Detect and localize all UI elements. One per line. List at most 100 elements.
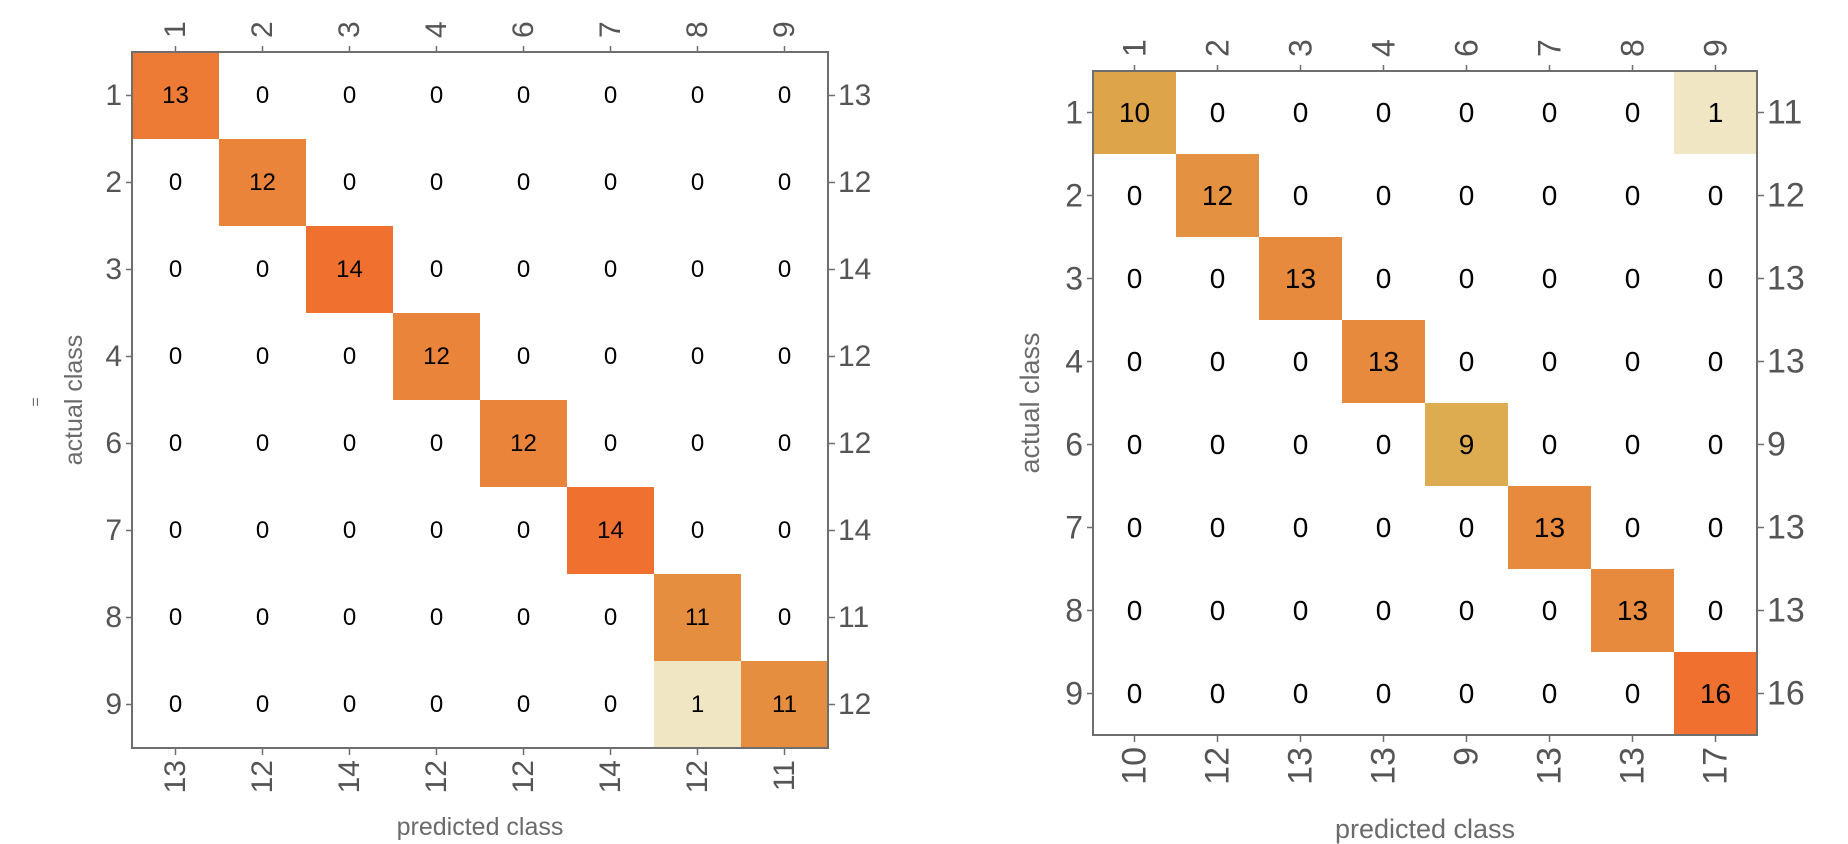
matrix-2-cell-value-4-9: 0 xyxy=(1708,346,1724,377)
matrix-1-column-total: 12 xyxy=(420,760,453,793)
matrix-2-cell-value-7-8: 0 xyxy=(1625,512,1641,543)
matrix-1-column-total: 14 xyxy=(333,760,366,793)
matrix-2-cell-value-7-1: 0 xyxy=(1127,512,1143,543)
matrix-2-cell-value-6-3: 0 xyxy=(1293,429,1309,460)
matrix-1-cell-8-8 xyxy=(654,574,741,661)
matrix-1-side-mark: = xyxy=(28,397,45,406)
matrix-1-row-total: 12 xyxy=(838,427,871,460)
matrix-2-column-total: 10 xyxy=(1116,747,1154,785)
matrix-1-cell-9-8 xyxy=(654,661,741,748)
matrix-1-cell-value-9-9: 11 xyxy=(772,691,797,718)
matrix-2-cell-value-7-6: 0 xyxy=(1459,512,1475,543)
matrix-1-cell-value-2-2: 12 xyxy=(249,169,276,196)
matrix-1-cell-value-4-9: 0 xyxy=(778,343,791,370)
matrix-2-row-label-6: 6 xyxy=(1065,427,1083,463)
matrix-1-cell-value-3-3: 14 xyxy=(336,256,363,283)
matrix-2-cell-value-9-6: 0 xyxy=(1459,678,1475,709)
matrix-1-row-total: 12 xyxy=(838,688,871,721)
matrix-2-column-total: 12 xyxy=(1199,747,1237,785)
matrix-2-column-total: 13 xyxy=(1282,747,1320,785)
matrix-1-cell-value-4-1: 0 xyxy=(169,343,182,370)
matrix-1-cell-value-6-7: 0 xyxy=(604,430,617,457)
matrix-1-column-total: 12 xyxy=(246,760,279,793)
matrix-1-cell-value-3-4: 0 xyxy=(430,256,443,283)
matrix-2-cell-value-6-1: 0 xyxy=(1127,429,1143,460)
matrix-1-cell-value-3-6: 0 xyxy=(517,256,530,283)
matrix-1-cell-value-9-3: 0 xyxy=(343,691,356,718)
matrix-1-cell-value-8-9: 0 xyxy=(778,604,791,631)
matrix-2-cell-value-6-8: 0 xyxy=(1625,429,1641,460)
matrix-1-cell-value-4-2: 0 xyxy=(256,343,269,370)
matrix-1-cell-value-6-6: 12 xyxy=(510,430,537,457)
matrix-2-cell-value-3-1: 0 xyxy=(1127,263,1143,294)
matrix-1-cell-value-3-2: 0 xyxy=(256,256,269,283)
matrix-1-cell-value-2-7: 0 xyxy=(604,169,617,196)
matrix-2-cell-value-9-9: 16 xyxy=(1700,678,1731,709)
matrix-2-cell-value-2-6: 0 xyxy=(1459,180,1475,211)
matrix-2-cell-value-7-4: 0 xyxy=(1376,512,1392,543)
matrix-2-cell-value-8-6: 0 xyxy=(1459,595,1475,626)
matrix-1-cell-value-4-3: 0 xyxy=(343,343,356,370)
matrix-2-cell-value-9-1: 0 xyxy=(1127,678,1143,709)
matrix-1-cell-value-9-8: 1 xyxy=(691,691,704,718)
matrix-1-cell-value-9-6: 0 xyxy=(517,691,530,718)
matrix-2-cell-value-3-9: 0 xyxy=(1708,263,1724,294)
matrix-2-cell-value-4-8: 0 xyxy=(1625,346,1641,377)
matrix-1-cell-value-7-6: 0 xyxy=(517,517,530,544)
matrix-2-cell-value-1-7: 0 xyxy=(1542,97,1558,128)
matrix-2-cell-value-1-3: 0 xyxy=(1293,97,1309,128)
matrix-2-row-total: 13 xyxy=(1767,509,1805,547)
matrix-1-cell-value-7-8: 0 xyxy=(691,517,704,544)
matrix-2-column-label-8: 8 xyxy=(1615,39,1651,57)
matrix-2-column-label-6: 6 xyxy=(1449,39,1485,57)
matrix-2-cell-value-9-3: 0 xyxy=(1293,678,1309,709)
matrix-1-cell-value-6-1: 0 xyxy=(169,430,182,457)
matrix-2-column-label-3: 3 xyxy=(1283,39,1319,57)
matrix-1-row-label-9: 9 xyxy=(105,688,122,721)
matrix-2-row-label-4: 4 xyxy=(1065,344,1083,380)
matrix-2-cell-value-9-7: 0 xyxy=(1542,678,1558,709)
matrix-2-cell-value-9-4: 0 xyxy=(1376,678,1392,709)
matrix-1-cell-9-9 xyxy=(741,661,828,748)
matrix-1-cell-value-8-4: 0 xyxy=(430,604,443,631)
matrix-2-column-total: 17 xyxy=(1697,747,1735,785)
matrix-2-y-axis-title: actual class xyxy=(1015,332,1045,473)
matrix-2-cell-value-4-6: 0 xyxy=(1459,346,1475,377)
matrix-2-cell-value-2-4: 0 xyxy=(1376,180,1392,211)
matrix-2-cell-value-8-1: 0 xyxy=(1127,595,1143,626)
matrix-2-cell-value-3-8: 0 xyxy=(1625,263,1641,294)
matrix-2-cell-value-8-9: 0 xyxy=(1708,595,1724,626)
matrix-2-cell-value-8-3: 0 xyxy=(1293,595,1309,626)
matrix-2-column-total: 13 xyxy=(1365,747,1403,785)
matrix-1-column-label-4: 4 xyxy=(420,21,453,38)
matrix-1-column-label-2: 2 xyxy=(246,21,279,38)
matrix-1-column-total: 12 xyxy=(681,760,714,793)
matrix-2-cell-value-4-1: 0 xyxy=(1127,346,1143,377)
matrix-1-cell-value-3-9: 0 xyxy=(778,256,791,283)
matrix-2-cell-value-1-1: 10 xyxy=(1119,97,1150,128)
matrix-1-cell-value-1-2: 0 xyxy=(256,82,269,109)
matrix-1-cell-value-4-6: 0 xyxy=(517,343,530,370)
matrix-2-cell-value-7-3: 0 xyxy=(1293,512,1309,543)
matrix-1-column-label-7: 7 xyxy=(594,21,627,38)
matrix-1-cell-4-4 xyxy=(393,313,480,400)
matrix-1-cell-value-1-7: 0 xyxy=(604,82,617,109)
matrix-1-cell-value-6-3: 0 xyxy=(343,430,356,457)
matrix-1-cell-7-7 xyxy=(567,487,654,574)
matrix-2-column-label-2: 2 xyxy=(1200,39,1236,57)
matrix-1-column-label-9: 9 xyxy=(768,21,801,38)
matrix-2-column-total: 9 xyxy=(1448,747,1486,766)
matrix-2-row-label-8: 8 xyxy=(1065,593,1083,629)
matrix-1-row-label-7: 7 xyxy=(105,514,122,547)
matrix-1-column-total: 12 xyxy=(507,760,540,793)
matrix-1-cell-value-2-8: 0 xyxy=(691,169,704,196)
matrix-1-cell-value-3-1: 0 xyxy=(169,256,182,283)
matrix-1-column-total: 13 xyxy=(159,760,192,793)
matrix-1-column-label-6: 6 xyxy=(507,21,540,38)
matrix-2-row-total: 13 xyxy=(1767,260,1805,298)
matrix-2-cell-2-2 xyxy=(1176,154,1259,237)
matrix-2-cell-value-2-8: 0 xyxy=(1625,180,1641,211)
matrix-2-cell-value-2-7: 0 xyxy=(1542,180,1558,211)
matrix-2-row-total: 9 xyxy=(1767,426,1786,464)
